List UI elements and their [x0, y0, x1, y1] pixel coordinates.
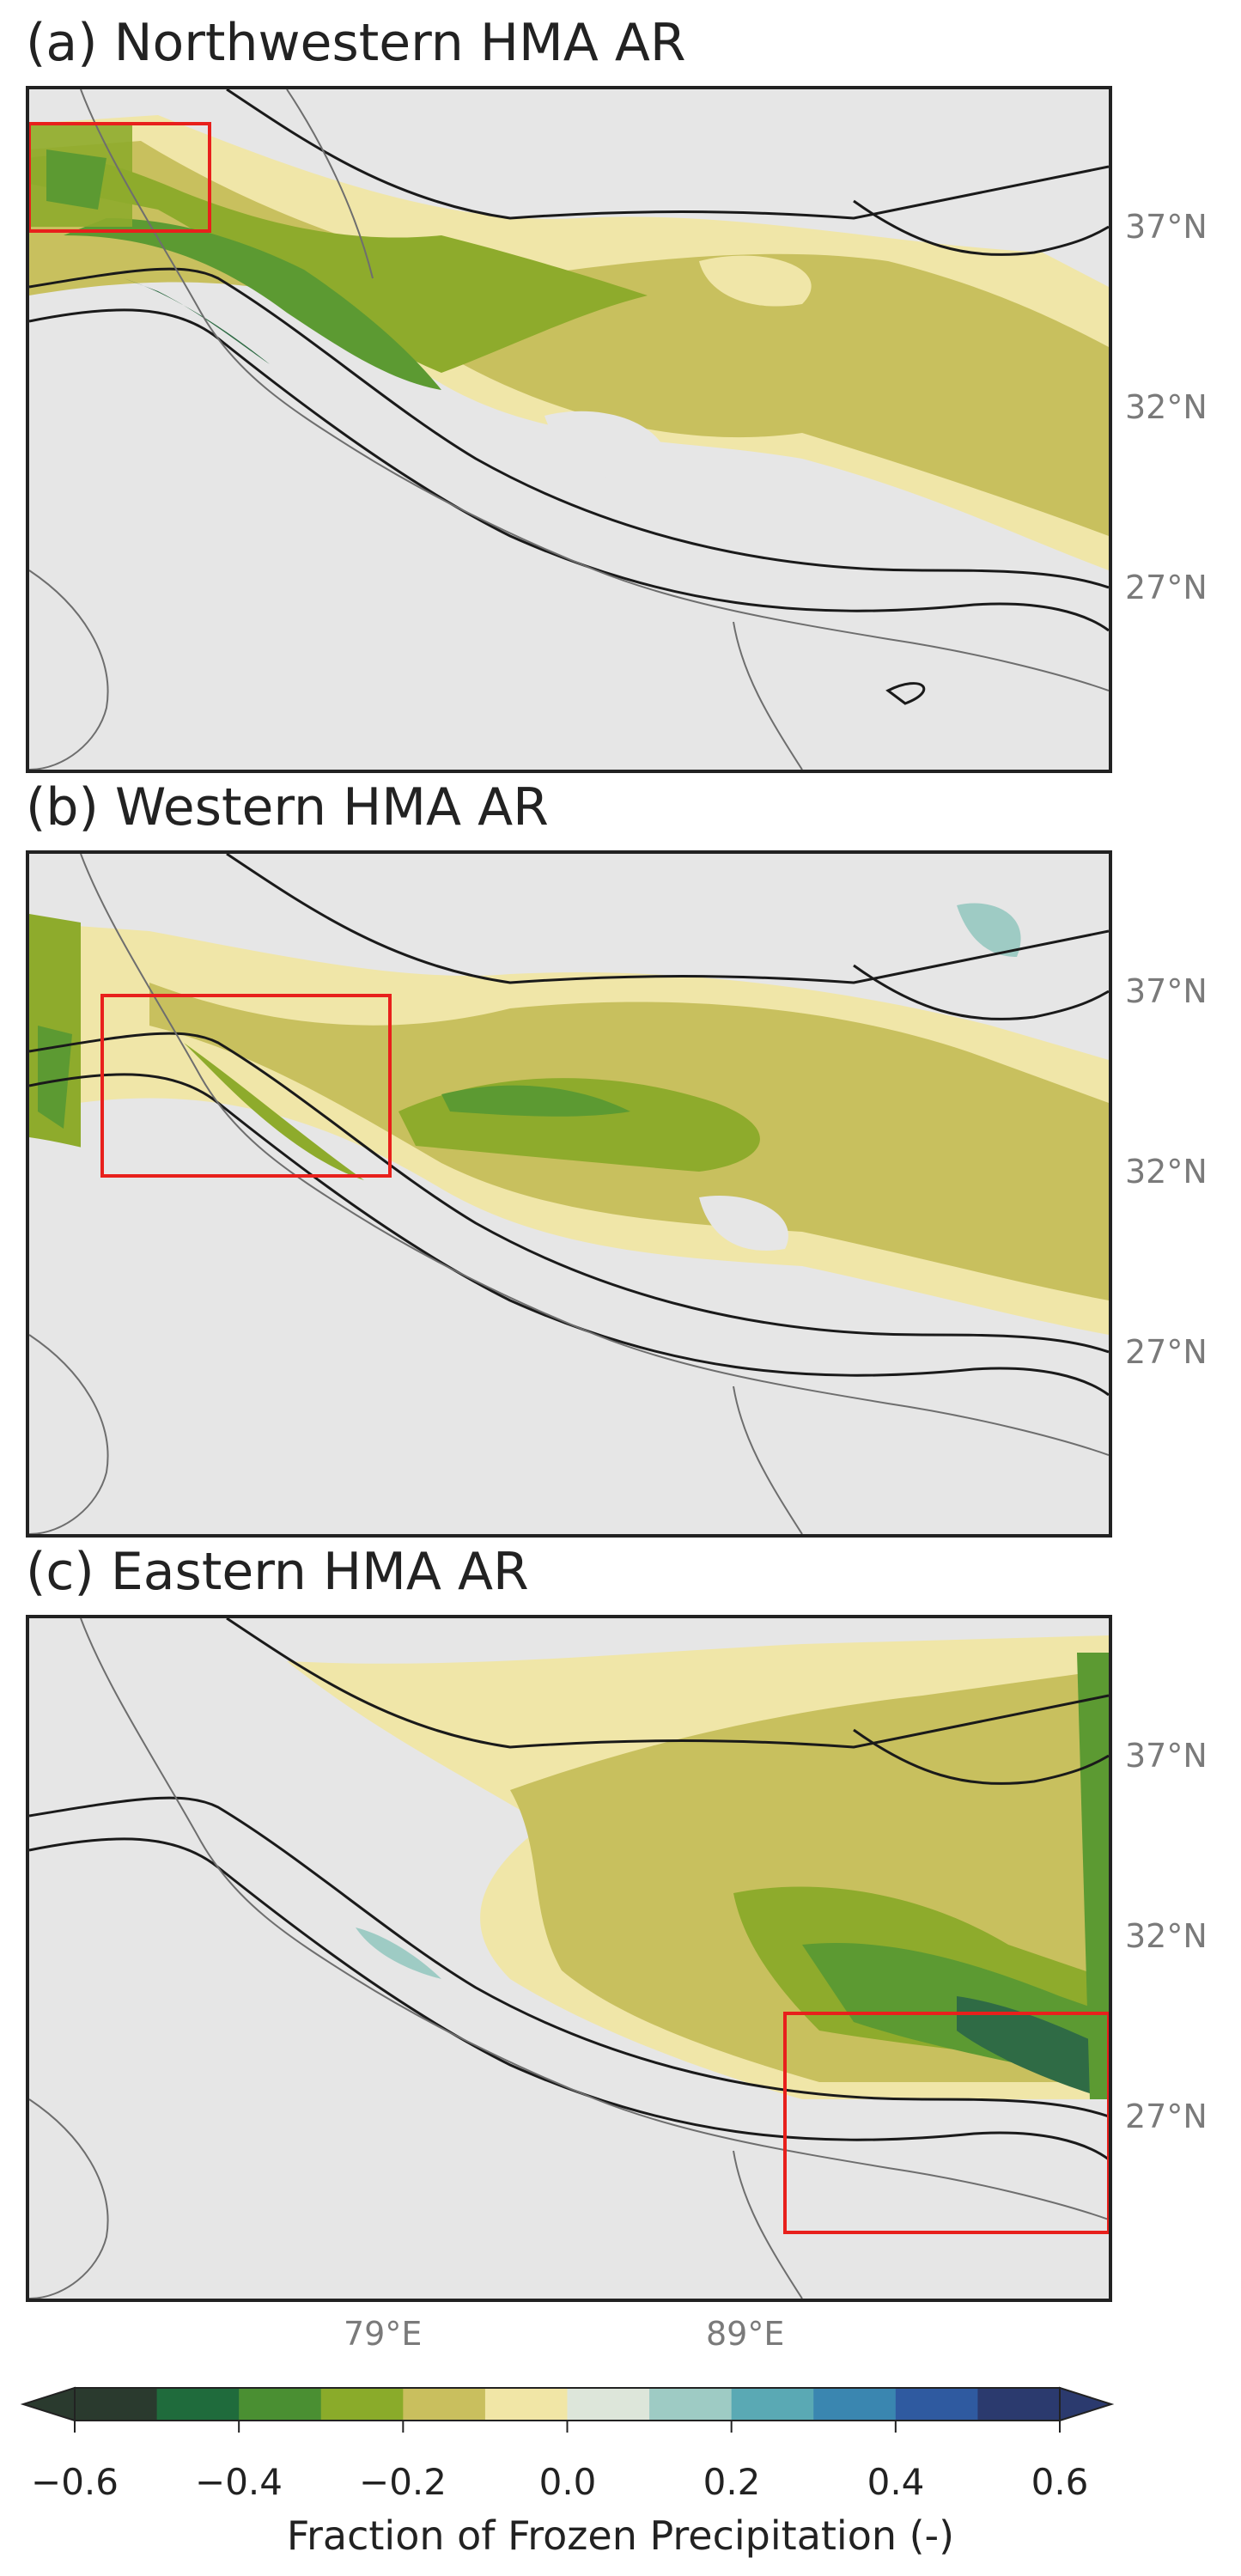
lon-79e: 79°E	[344, 2315, 423, 2353]
panel-b-focus-box	[100, 994, 392, 1178]
colorbar-segment	[403, 2388, 486, 2421]
panel-c-lat-32: 32°N	[1125, 1917, 1208, 1955]
colorbar-segment	[156, 2388, 240, 2421]
colorbar-segment	[977, 2388, 1061, 2421]
colorbar-tick: −0.6	[31, 2461, 119, 2503]
panel-a-title: (a) Northwestern HMA AR	[26, 13, 686, 73]
colorbar-extend-low	[20, 2386, 76, 2422]
colorbar-tick: 0.2	[703, 2461, 761, 2503]
colorbar-segment	[320, 2388, 404, 2421]
panel-c-focus-box	[783, 2012, 1109, 2234]
colorbar-extend-high	[1059, 2386, 1115, 2422]
panel-c-title: (c) Eastern HMA AR	[26, 1542, 529, 1602]
colorbar-tick: 0.0	[538, 2461, 597, 2503]
colorbar-tick: −0.4	[195, 2461, 283, 2503]
panel-c-lat-37: 37°N	[1125, 1737, 1208, 1775]
panel-c-map	[26, 1615, 1112, 2302]
colorbar-segment	[895, 2388, 978, 2421]
panel-a-lat-37: 37°N	[1125, 208, 1208, 246]
panel-b-lat-37: 37°N	[1125, 972, 1208, 1010]
lon-89e: 89°E	[706, 2315, 785, 2353]
colorbar-label: Fraction of Frozen Precipitation (-)	[286, 2512, 955, 2559]
colorbar-segment	[649, 2388, 733, 2421]
colorbar-segment	[239, 2388, 322, 2421]
colorbar-segment	[567, 2388, 650, 2421]
colorbar-tick: 0.6	[1031, 2461, 1089, 2503]
colorbar-segment	[484, 2388, 568, 2421]
panel-b-lat-32: 32°N	[1125, 1153, 1208, 1191]
colorbar-segment	[813, 2388, 897, 2421]
panel-c-lat-27: 27°N	[1125, 2098, 1208, 2135]
panel-b-title: (b) Western HMA AR	[26, 777, 549, 837]
colorbar-tick: 0.4	[867, 2461, 925, 2503]
panel-a-lat-32: 32°N	[1125, 388, 1208, 426]
colorbar-outline	[74, 2387, 1061, 2421]
panel-a-lat-27: 27°N	[1125, 569, 1208, 606]
colorbar-segment	[75, 2388, 158, 2421]
panel-a-focus-box	[29, 122, 211, 233]
colorbar-tick: −0.2	[359, 2461, 447, 2503]
panel-b-lat-27: 27°N	[1125, 1333, 1208, 1371]
colorbar-segment	[731, 2388, 814, 2421]
panel-b-map	[26, 850, 1112, 1538]
panel-a-map	[26, 86, 1112, 773]
